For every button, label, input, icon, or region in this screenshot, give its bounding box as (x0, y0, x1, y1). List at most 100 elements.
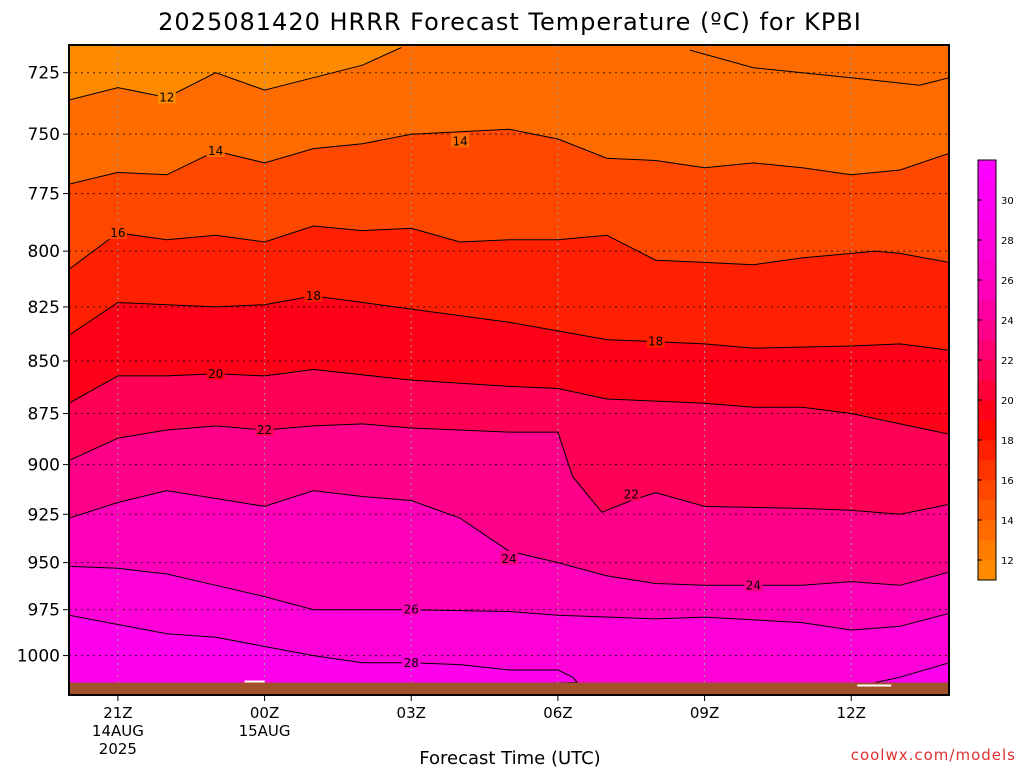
contour-line-12 (69, 47, 402, 101)
contour-label: 28 (404, 656, 419, 670)
colorbar-label: 24 (1001, 316, 1014, 327)
band-fill (69, 615, 578, 695)
contour-label-bg (646, 333, 665, 348)
colorbar-label: 28 (1001, 236, 1014, 247)
colorbar-swatch (978, 180, 996, 201)
contour-label-bg (402, 654, 421, 669)
colorbar-swatch (978, 440, 996, 461)
colorbar-swatch (978, 540, 996, 561)
colorbar-swatch (978, 460, 996, 481)
colorbar-label: 18 (1001, 436, 1014, 447)
colorbar-swatch (978, 300, 996, 321)
contour-line-24 (69, 490, 949, 586)
contour-label-bg (451, 133, 470, 148)
contour-label-bg (108, 224, 127, 239)
x-tick-label: 00Z (250, 704, 279, 722)
grid-lines (69, 45, 949, 695)
contour-line-22 (69, 423, 949, 515)
colorbar-swatch (978, 360, 996, 381)
contour-label: 20 (208, 367, 223, 381)
contour-line-20 (69, 368, 949, 435)
colorbar-swatch (978, 520, 996, 541)
colorbar-label: 12 (1001, 556, 1014, 567)
contour-label-bg (402, 601, 421, 616)
x-tick-label: 06Z (543, 704, 572, 722)
colorbar-label: 22 (1001, 356, 1014, 367)
colorbar-swatch (978, 380, 996, 401)
x-tick-sublabel: 14AUG (92, 722, 144, 740)
x-tick-label: 03Z (397, 704, 426, 722)
colorbar-swatch (978, 240, 996, 261)
contour-line-18 (69, 295, 949, 351)
y-tick-label: 1000 (17, 647, 60, 667)
contour-line-16 (69, 225, 949, 270)
colorbar-label: 20 (1001, 396, 1014, 407)
credit-text: coolwx.com/models (851, 746, 1016, 764)
colorbar-swatch (978, 420, 996, 441)
colorbar-swatch (978, 280, 996, 301)
contour-label-bg (744, 577, 763, 592)
contour-lines: 12 14 14 16 18 18 20 22 22 24 24 26 28 (69, 47, 949, 685)
colorbar-swatch (978, 160, 996, 181)
x-tick-label: 12Z (837, 704, 866, 722)
x-axis-label: Forecast Time (UTC) (419, 748, 600, 768)
y-tick-label: 775 (28, 185, 60, 205)
colorbar-swatch (978, 200, 996, 221)
y-tick-label: 825 (28, 298, 60, 318)
band-fill (69, 45, 402, 100)
colorbar-swatch (978, 500, 996, 521)
contour-line-28 (875, 662, 949, 683)
colorbar-swatch (978, 320, 996, 341)
contour-label: 22 (257, 423, 272, 437)
y-tick-label: 875 (28, 405, 60, 425)
contour-line-12 (689, 49, 949, 86)
y-tick-label: 925 (28, 505, 60, 525)
colorbar-label: 30 (1001, 196, 1014, 207)
colorbar-label: 14 (1001, 516, 1014, 527)
colorbar: 12 14 16 18 20 22 24 26 28 30 (977, 159, 1014, 581)
ground-layer (69, 680, 949, 695)
y-tick-label: 725 (28, 64, 60, 84)
colorbar-swatch (978, 560, 996, 581)
contour-label: 24 (746, 578, 761, 592)
pressure-axis: 725 750 775 800 825 850 875 900 925 950 975 1000 (17, 64, 69, 667)
colorbar-label: 16 (1001, 476, 1014, 487)
plot-frame (68, 44, 950, 696)
contour-label-bg (304, 287, 323, 302)
x-tick-label: 09Z (690, 704, 719, 722)
contour-label: 18 (648, 335, 663, 349)
y-tick-label: 850 (28, 352, 60, 372)
contour-label: 18 (306, 289, 321, 303)
x-tick-sublabel: 2025 (99, 740, 137, 758)
contour-line-28 (69, 614, 578, 683)
y-tick-label: 800 (28, 242, 60, 262)
y-tick-label: 975 (28, 601, 60, 621)
contour-label: 12 (159, 91, 174, 105)
colorbar-swatch (978, 220, 996, 241)
contour-label: 16 (110, 226, 125, 240)
colorbar-swatch (978, 400, 996, 421)
y-tick-label: 950 (28, 554, 60, 574)
colorbar-frame (977, 159, 997, 581)
contour-label: 14 (208, 144, 223, 158)
contour-label: 26 (404, 603, 419, 617)
contour-label-bg (206, 365, 225, 380)
colorbar-swatch (978, 340, 996, 361)
y-tick-label: 750 (28, 125, 60, 145)
contour-label-bg (255, 422, 274, 437)
contour-label-bg (206, 142, 225, 157)
colorbar-swatch (978, 480, 996, 501)
y-tick-label: 900 (28, 456, 60, 476)
contour-line-26 (69, 565, 949, 631)
contour-label: 24 (501, 552, 516, 566)
x-tick-sublabel: 15AUG (239, 722, 291, 740)
contour-label-bg (500, 550, 518, 565)
contour-label: 22 (624, 488, 639, 502)
x-tick-label: 21Z (103, 704, 132, 722)
colorbar-swatch (978, 260, 996, 281)
contour-label-bg (622, 486, 641, 501)
temperature-fill-bands (69, 45, 949, 695)
contour-label: 14 (452, 134, 467, 148)
